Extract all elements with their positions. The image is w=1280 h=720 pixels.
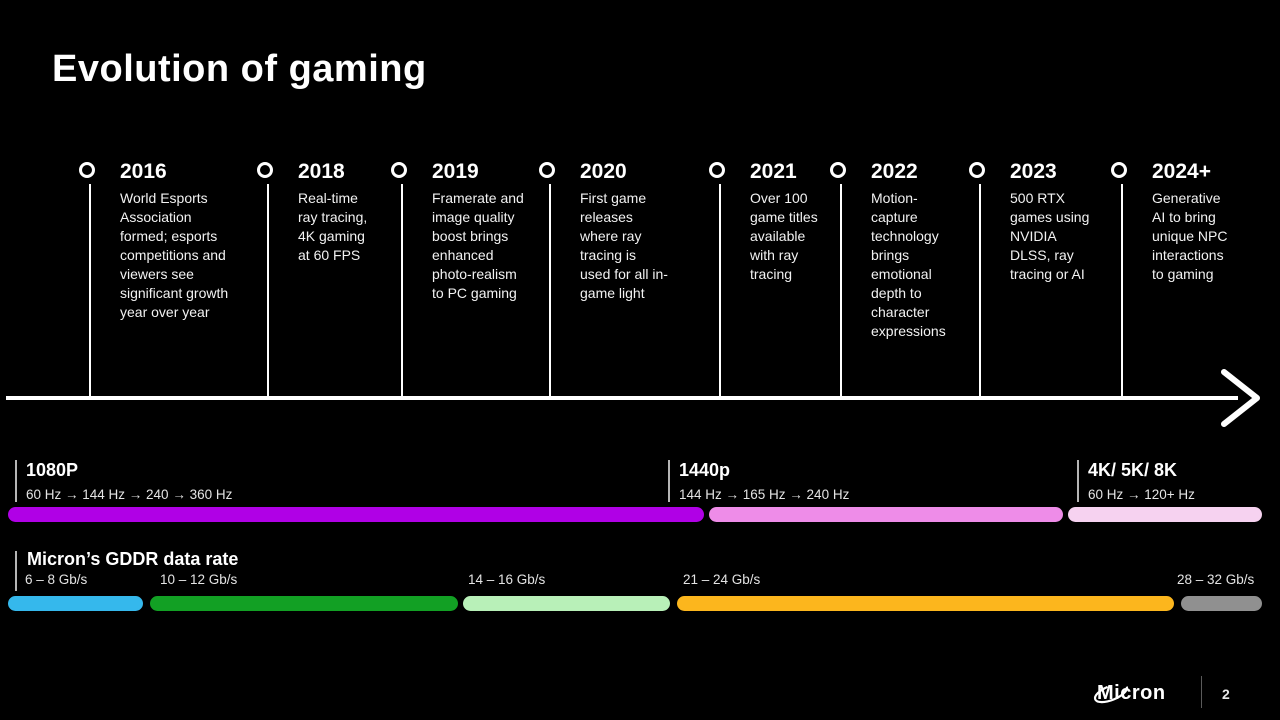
label-tick	[15, 551, 17, 591]
timeline-axis-arrow-icon	[6, 369, 1260, 427]
timeline-node-icon	[1111, 162, 1127, 178]
micron-swoosh-icon	[1093, 682, 1129, 704]
milestone-year: 2019	[432, 160, 479, 183]
gddr-rate-label: 6 – 8 Gb/s	[25, 572, 88, 587]
timeline-stem	[89, 184, 91, 396]
milestone-year: 2016	[120, 160, 167, 183]
resolution-bar-1080p	[8, 507, 704, 522]
resolution-label: 4K/ 5K/ 8K	[1088, 460, 1178, 480]
timeline-stem	[549, 184, 551, 396]
resolution-label: 1080P	[26, 460, 79, 480]
gddr-rate-label: 21 – 24 Gb/s	[683, 572, 761, 587]
resolution-label: 1440p	[679, 460, 731, 480]
resolution-group-1080p: 1080P 60 Hz → 144 Hz → 240 → 360 Hz	[26, 460, 232, 502]
timeline-stem	[1121, 184, 1123, 396]
gddr-bar-10-12	[150, 596, 458, 611]
milestone-description: Framerate and image quality boost brings…	[432, 190, 524, 302]
milestone-description: Generative AI to bring unique NPC intera…	[1152, 190, 1228, 283]
milestone-description: World Esports Association formed; esport…	[120, 190, 229, 321]
timeline-stem	[401, 184, 403, 396]
milestone-year: 2024+	[1152, 160, 1211, 183]
gddr-bar-14-16	[463, 596, 670, 611]
resolution-bar-1440p	[709, 507, 1063, 522]
gddr-track-title: Micron’s GDDR data rate	[27, 549, 239, 569]
footer-divider	[1201, 676, 1202, 708]
resolution-group-4k5k8k: 4K/ 5K/ 8K 60 Hz → 120+ Hz	[1088, 460, 1195, 502]
label-tick	[1077, 460, 1079, 502]
milestone-year: 2018	[298, 160, 345, 183]
timeline-stem	[840, 184, 842, 396]
milestone-description: First game releases where ray tracing is…	[580, 190, 668, 302]
milestone-description: Real-time ray tracing, 4K gaming at 60 F…	[298, 190, 368, 264]
timeline-stem	[979, 184, 981, 396]
timeline-node-icon	[539, 162, 555, 178]
label-tick	[15, 460, 17, 502]
timeline-node-icon	[257, 162, 273, 178]
gddr-rate-label: 28 – 32 Gb/s	[1177, 572, 1255, 587]
milestone-description: Over 100 game titles available with ray …	[750, 190, 818, 283]
resolution-group-1440p: 1440p 144 Hz → 165 Hz → 240 Hz	[679, 460, 849, 502]
timeline-stem	[719, 184, 721, 396]
timeline-node-icon	[969, 162, 985, 178]
milestone-description: 500 RTX games using NVIDIA DLSS, ray tra…	[1010, 190, 1090, 283]
label-tick	[668, 460, 670, 502]
milestone-year: 2023	[1010, 160, 1057, 183]
timeline-node-icon	[830, 162, 846, 178]
resolution-bar-4k5k8k	[1068, 507, 1262, 522]
timeline-stem	[267, 184, 269, 396]
gddr-rate-label: 10 – 12 Gb/s	[160, 572, 238, 587]
milestone-year: 2022	[871, 160, 918, 183]
milestone-year: 2020	[580, 160, 627, 183]
gddr-rate-label: 14 – 16 Gb/s	[468, 572, 546, 587]
milestone-year: 2021	[750, 160, 797, 183]
micron-logo: Micron	[1093, 682, 1166, 705]
page-number: 2	[1222, 686, 1230, 702]
timeline-node-icon	[79, 162, 95, 178]
timeline-node-icon	[391, 162, 407, 178]
gddr-bar-21-24	[677, 596, 1174, 611]
page-title: Evolution of gaming	[52, 48, 427, 90]
resolution-detail: 60 Hz → 120+ Hz	[1088, 487, 1195, 502]
gddr-bar-6-8	[8, 596, 143, 611]
resolution-detail: 60 Hz → 144 Hz → 240 → 360 Hz	[26, 487, 233, 502]
gddr-bar-28-32	[1181, 596, 1262, 611]
resolution-detail: 144 Hz → 165 Hz → 240 Hz	[679, 487, 850, 502]
timeline-node-icon	[709, 162, 725, 178]
milestone-description: Motion-capture technology brings emotion…	[871, 190, 946, 340]
